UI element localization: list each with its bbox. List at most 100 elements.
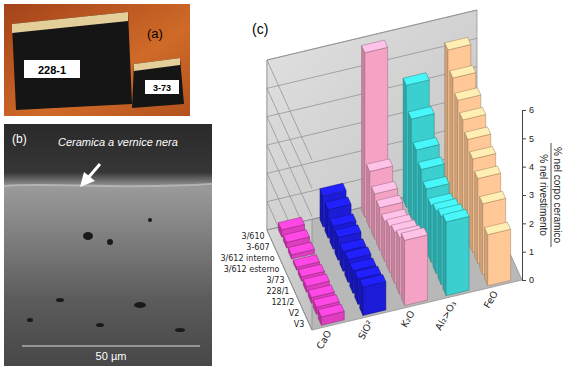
grid <box>267 10 477 330</box>
bar-front <box>488 229 511 285</box>
bar-front <box>405 235 428 306</box>
bar-front <box>363 282 386 316</box>
tick-label: 0 <box>529 275 534 285</box>
tick-mark <box>522 195 526 196</box>
bar-top <box>413 137 439 150</box>
pore <box>134 302 146 308</box>
bar-side <box>381 214 384 261</box>
panel-label: (a) <box>147 26 163 41</box>
bar-top <box>485 222 511 235</box>
bar-side <box>376 201 379 251</box>
bar-side <box>480 197 483 275</box>
axis-title-denominator: % nel corpo ceramico <box>552 147 563 244</box>
bar-top <box>445 37 471 50</box>
sherd-section <box>134 58 180 71</box>
bar-side <box>475 171 478 263</box>
series-label: Al₂>O₃ <box>433 298 459 332</box>
bar-top <box>455 88 481 101</box>
bar-top <box>423 176 449 189</box>
bar-top <box>418 157 444 170</box>
bar-top <box>335 225 361 238</box>
pore <box>83 232 93 240</box>
tick-label: 6 <box>529 105 534 115</box>
bar-side <box>485 228 488 286</box>
tick-label: 2 <box>529 219 534 229</box>
bar <box>485 222 511 286</box>
sherd-section <box>12 12 128 33</box>
category-label: V3 <box>294 320 305 329</box>
bar-side <box>445 43 448 198</box>
bar-top <box>303 274 329 287</box>
tick-label: 1 <box>529 247 534 257</box>
tick: 3 <box>522 190 534 200</box>
bar-side <box>450 71 453 209</box>
bar-side <box>443 215 446 296</box>
category-label: 3/73 <box>267 276 285 285</box>
tick: 4 <box>522 162 534 172</box>
bar-top <box>408 106 434 119</box>
pore <box>175 328 185 332</box>
micrograph-background <box>4 124 212 366</box>
pore <box>148 218 152 222</box>
series-label: FeO <box>481 289 500 310</box>
axis-title-numerator: % nel rivestimento <box>538 154 549 236</box>
panel-b: (b)Ceramica a vernice nera50 µm <box>4 124 212 366</box>
bar-top <box>320 183 346 196</box>
sherd <box>132 58 184 108</box>
fraction-bar <box>551 143 552 247</box>
chart-title: (c) <box>252 21 268 37</box>
pore <box>96 323 104 327</box>
tick: 2 <box>522 219 534 229</box>
tick-mark <box>522 167 526 168</box>
caption: Ceramica a vernice nera <box>58 136 178 148</box>
arrow-head <box>80 172 95 187</box>
bar-side <box>386 220 389 273</box>
tick: 5 <box>522 134 534 144</box>
bars <box>278 37 510 325</box>
bar-top <box>367 159 393 172</box>
bar-side <box>372 187 375 240</box>
bar <box>401 228 427 306</box>
bar-top <box>360 274 386 287</box>
tag-box <box>24 60 80 78</box>
bar-top <box>278 217 304 230</box>
bar-top <box>288 242 314 255</box>
tick: 0 <box>522 275 534 285</box>
bar-side <box>396 231 399 295</box>
sample-tag: 228-1 <box>38 64 66 76</box>
scale-bar <box>22 345 200 346</box>
tick-mark <box>522 138 526 139</box>
bar-top <box>443 209 469 222</box>
series-label: K₂O <box>398 309 416 330</box>
bar-side <box>433 204 436 274</box>
tick-label: 3 <box>529 190 534 200</box>
pore <box>27 318 33 322</box>
category-label: 3/610 <box>242 232 265 241</box>
sample-tag: 3-73 <box>153 83 171 93</box>
value-axis: 0 1 2 3 4 5 6 <box>522 105 534 285</box>
bar-top <box>475 166 501 179</box>
tick-label: 5 <box>529 134 534 144</box>
bar-top <box>372 181 398 194</box>
category-label: V2 <box>289 309 300 318</box>
bar-side <box>438 209 441 284</box>
pore <box>107 239 113 245</box>
figure-canvas: 228-1 3-73 (a) (b)Ceramica a vernice nera50… <box>0 0 571 370</box>
category-label: 228/1 <box>266 287 289 296</box>
bar-top <box>480 191 506 204</box>
bar <box>443 209 469 295</box>
arrow-shaft <box>88 164 100 178</box>
layer-boundary <box>4 184 212 186</box>
bar-top <box>325 197 351 210</box>
series-axis: CaOSiO²K₂OAl₂>O₃FeO <box>314 289 500 351</box>
category-label: 121/2 <box>271 298 294 307</box>
bar-side <box>367 164 370 228</box>
bar-top <box>450 65 476 78</box>
bar-top <box>470 146 496 159</box>
bar <box>360 274 386 315</box>
pore <box>56 298 64 302</box>
chart-walls <box>267 10 522 330</box>
figure: 228-1 3-73 (a) (b)Ceramica a vernice nera50… <box>0 0 571 370</box>
bar-side <box>413 143 416 230</box>
bar-top <box>330 214 356 227</box>
